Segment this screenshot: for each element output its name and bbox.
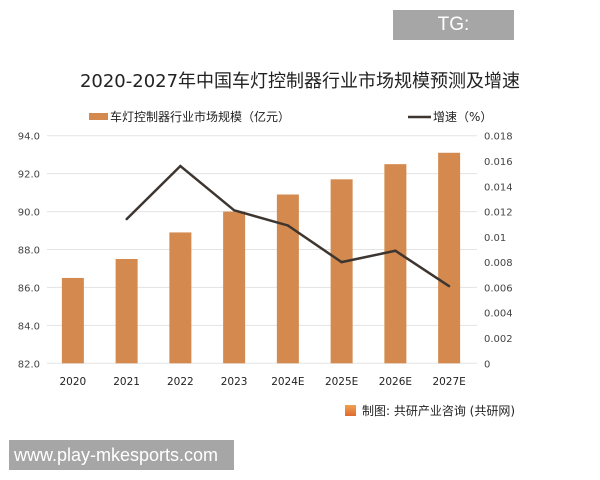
bar [223,211,246,364]
bar [438,152,461,364]
growth-point [125,217,128,221]
x-tick-label: 2021 [113,376,140,388]
y-right-tick-label: 0 [484,359,490,370]
source-logo-icon [345,405,356,416]
y-right-tick-label: 0.004 [484,309,513,320]
y-left-tick-label: 86.0 [18,283,40,294]
bar [276,194,299,364]
bar [330,179,353,364]
y-right-tick-label: 0.018 [484,132,513,143]
y-left-tick-label: 88.0 [18,246,40,257]
watermark-top: TG: MYYJJPP [393,10,514,65]
watermark-bottom: www.play-mkesports.com [9,440,234,470]
y-left-tick-label: 84.0 [18,321,40,332]
y-left-tick-label: 94.0 [18,132,40,143]
growth-point [394,249,397,252]
growth-point [447,284,451,288]
y-right-tick-label: 0.014 [484,182,513,193]
x-tick-label: 2022 [167,376,194,388]
y-right-tick-label: 0.008 [484,258,513,269]
bar [115,258,138,364]
bar [61,277,84,364]
x-tick-label: 2024E [271,376,304,388]
y-right-tick-label: 0.006 [484,283,513,294]
growth-point [232,209,236,212]
growth-point [179,164,182,168]
bar [169,232,192,364]
y-right-tick-label: 0.01 [484,233,506,244]
source-text: 制图: 共研产业咨询 (共研网) [362,404,516,418]
legend-bar-swatch [89,113,108,120]
legend: 车灯控制器行业市场规模（亿元） 增速（%） [89,109,492,124]
chart-title: 2020-2027年中国车灯控制器行业市场规模预测及增速 [80,71,520,92]
x-tick-label: 2026E [379,376,412,388]
growth-point [286,224,290,227]
source-note: 制图: 共研产业咨询 (共研网) [345,402,515,419]
growth-point [340,260,343,264]
y-right-tick-label: 0.002 [484,334,513,345]
y-right-tick-label: 0.016 [484,157,513,168]
legend-line-label: 增速（%） [433,110,492,124]
x-tick-label: 2020 [60,376,87,388]
legend-bar-label: 车灯控制器行业市场规模（亿元） [110,109,290,124]
y-left-tick-label: 90.0 [18,208,40,219]
y-left-tick-label: 92.0 [18,170,40,181]
bar [384,164,407,364]
y-left-tick-label: 82.0 [18,359,40,370]
x-tick-label: 2023 [221,376,248,388]
y-right-tick-label: 0.012 [484,208,513,219]
x-tick-label: 2027E [432,376,465,388]
x-tick-label: 2025E [325,376,358,388]
